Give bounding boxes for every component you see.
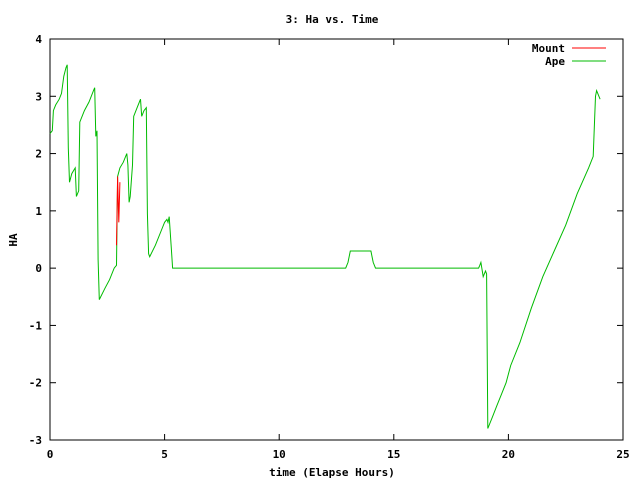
x-tick-label: 10 <box>273 448 286 461</box>
axis-ticks <box>49 38 624 441</box>
series-line-ape <box>49 64 601 429</box>
legend: Mount Ape <box>532 42 606 68</box>
chart-title: 3: Ha vs. Time <box>286 13 379 26</box>
y-axis-label: HA <box>7 233 20 247</box>
x-axis-tick-labels: 0 5 10 15 20 25 <box>47 448 630 461</box>
y-tick-label: 3 <box>35 90 42 103</box>
y-tick-label: -3 <box>29 434 42 447</box>
y-tick-label: 1 <box>35 205 42 218</box>
x-tick-label: 15 <box>387 448 400 461</box>
series-lines <box>49 64 601 429</box>
legend-label-mount: Mount <box>532 42 565 55</box>
legend-label-ape: Ape <box>545 55 565 68</box>
x-tick-label: 5 <box>161 448 168 461</box>
x-tick-label: 0 <box>47 448 54 461</box>
y-tick-label: 4 <box>35 33 42 46</box>
x-tick-label: 25 <box>616 448 629 461</box>
x-axis-label: time (Elapse Hours) <box>269 466 395 479</box>
x-tick-label: 20 <box>502 448 515 461</box>
y-tick-label: -1 <box>29 319 43 332</box>
plot-area <box>49 38 624 441</box>
y-axis-tick-labels: -3 -2 -1 0 1 2 3 4 <box>29 33 43 447</box>
y-tick-label: -2 <box>29 377 42 390</box>
y-tick-label: 2 <box>35 148 42 161</box>
series-line-mount <box>116 176 121 246</box>
y-tick-label: 0 <box>35 262 42 275</box>
